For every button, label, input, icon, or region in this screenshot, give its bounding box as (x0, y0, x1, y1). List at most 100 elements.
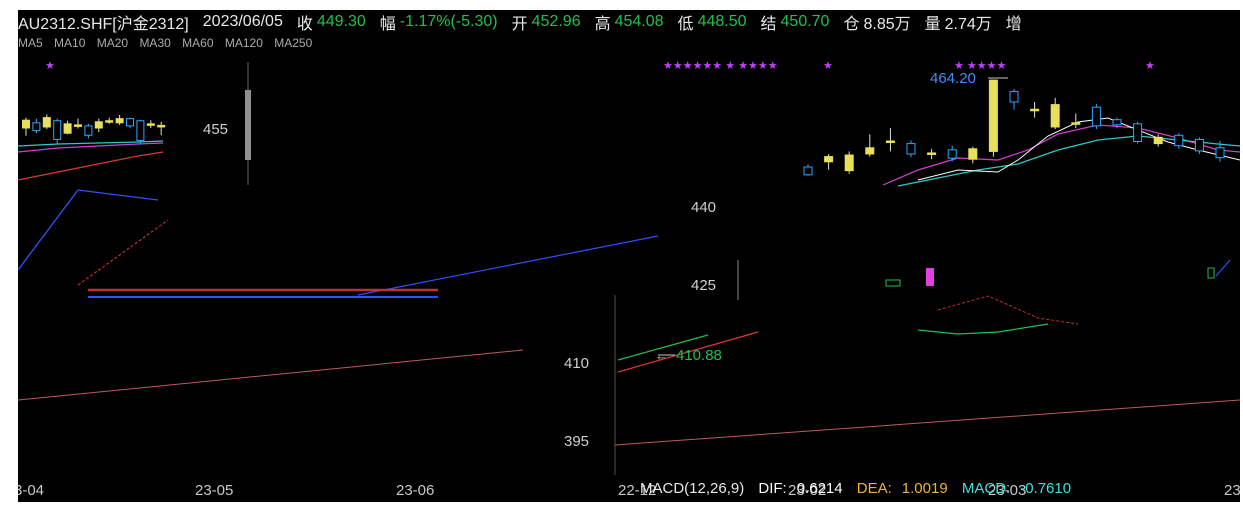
ma-legend-item: MA30 (139, 36, 171, 50)
candles (22, 79, 1225, 176)
candle-body (1091, 106, 1101, 127)
overlay-line-green (617, 334, 709, 361)
candle-body (1112, 119, 1122, 126)
overlay-line-red-dash (77, 219, 169, 286)
change-value: -1.17%(-5.30) (399, 13, 498, 30)
ma-legend-item: MA250 (274, 36, 313, 50)
high-value: 454.08 (614, 13, 664, 30)
candle-body (42, 117, 51, 128)
scroll-thumb[interactable] (245, 90, 251, 160)
star-marker-group: ★ ★★★★ (954, 60, 1007, 72)
dif-value: 0.6214 (796, 480, 843, 497)
candle-body (84, 125, 93, 136)
x-tick-label: 23-05 (195, 482, 234, 499)
ma-legend-item: MA120 (224, 36, 263, 50)
star-marker-group: ★★★★★★ ★ ★★★★ (663, 60, 778, 72)
change-label: 幅 (379, 16, 396, 33)
dea-value: 1.0019 (901, 480, 948, 497)
more-label: 增 (1005, 16, 1022, 33)
oi-label: 仓 (843, 16, 860, 33)
low-label: 低 (677, 16, 694, 33)
overlay-line-pink-1 (18, 349, 524, 401)
magenta-candle (926, 268, 934, 286)
candle-body (105, 120, 114, 123)
y-tick-label: 425 (691, 277, 716, 294)
y-tick-label: 455 (203, 121, 228, 138)
candle-body (1050, 104, 1060, 128)
candle-body (1194, 138, 1204, 152)
candle-body (824, 156, 834, 163)
settle-value: 450.70 (780, 13, 830, 30)
date-label: 2023/06/05 (202, 13, 283, 30)
open-label: 开 (511, 16, 528, 33)
overlay-line-blue-2 (77, 189, 159, 201)
overlay-line-blue-3 (357, 235, 659, 296)
macd-title: MACD(12,26,9) (640, 480, 745, 497)
star-marker: ★ (45, 60, 55, 72)
overlay-line-pink-2 (614, 399, 1240, 446)
candle-body (1009, 91, 1019, 103)
oi-value: 8.85万 (863, 16, 911, 33)
x-tick-label: 23-06 (396, 482, 435, 499)
candle-body (988, 79, 998, 152)
overlay-line-green-2 (917, 323, 1049, 335)
close-label: 收 (296, 16, 313, 33)
x-tick-label: 23-03 (988, 482, 1027, 499)
volume-label: 量 (924, 16, 941, 33)
macd-value: -0.7610 (1020, 480, 1072, 497)
candle-body (906, 143, 916, 155)
low-arrow-icon: ← (655, 348, 668, 363)
candle-body (22, 119, 30, 129)
candle-body (146, 123, 155, 126)
open-value: 452.96 (531, 13, 581, 30)
moving-averages (18, 117, 1240, 187)
ma-line-left-red (18, 151, 164, 181)
symbol-label: AU2312.SHF[沪金2312] (18, 16, 189, 33)
ma-line-left-cyan (18, 140, 164, 147)
x-tick-label: 3-04 (18, 482, 45, 499)
candle-body (1215, 147, 1225, 159)
small-green-candle-2 (1207, 267, 1215, 279)
ma-legend-item: MA5 (18, 36, 43, 50)
quote-info-bar: AU2312.SHF[沪金2312] 2023/06/05 收 449.30 幅… (18, 10, 1240, 34)
y-tick-label: 395 (564, 433, 589, 450)
dif-label: DIF: (758, 480, 787, 497)
x-tick-label: 23-02 (788, 482, 827, 499)
candle-body (1071, 122, 1081, 125)
ma-line-right-magenta (882, 124, 1240, 186)
candle-body (865, 147, 875, 155)
small-green-candle (885, 279, 901, 287)
candle-body (968, 148, 978, 160)
chart-screen: { "header": { "symbol": "AU2312.SHF[沪金23… (18, 10, 1240, 502)
x-axis: 3-04 23-05 23-06 22-12 23-02 23-03 23 (18, 480, 1240, 502)
candle-body (157, 124, 166, 128)
low-price-label: 410.88 (676, 347, 722, 364)
candle-body (1153, 136, 1163, 145)
star-marker: ★ (823, 60, 833, 72)
candle-body (885, 140, 895, 143)
chart-canvas: ★ ★★★★★★ ★ ★★★★ ★ ★ ★★★★ ★ 455 440 425 410 3… (18, 60, 1240, 475)
candle-body (94, 121, 103, 129)
star-marker: ★ (1145, 60, 1155, 72)
overlay-block (18, 186, 328, 306)
y-axis-labels: 455 440 425 410 395 (203, 121, 716, 450)
candle-body (126, 118, 134, 127)
close-value: 449.30 (316, 13, 366, 30)
candle-body (53, 120, 62, 140)
y-tick-label: 410 (564, 355, 589, 372)
candle-body (136, 120, 145, 141)
event-stars: ★ ★★★★★★ ★ ★★★★ ★ ★ ★★★★ ★ (45, 60, 1155, 72)
overlay-line-red-2 (617, 331, 759, 373)
candle-body (115, 118, 124, 124)
candle-body (63, 123, 72, 134)
settle-label: 结 (760, 16, 777, 33)
candle-body (32, 122, 41, 132)
overlay-line-blue-1 (18, 189, 79, 271)
x-tick-label: 22-12 (618, 482, 657, 499)
x-tick-label: 23 (1224, 482, 1240, 499)
dea-label: DEA: (856, 480, 892, 497)
ma-line-left-magenta (18, 142, 164, 153)
candle-body (1133, 123, 1143, 143)
overlay-lines (18, 62, 1240, 475)
ma-legend-item: MA60 (182, 36, 214, 50)
